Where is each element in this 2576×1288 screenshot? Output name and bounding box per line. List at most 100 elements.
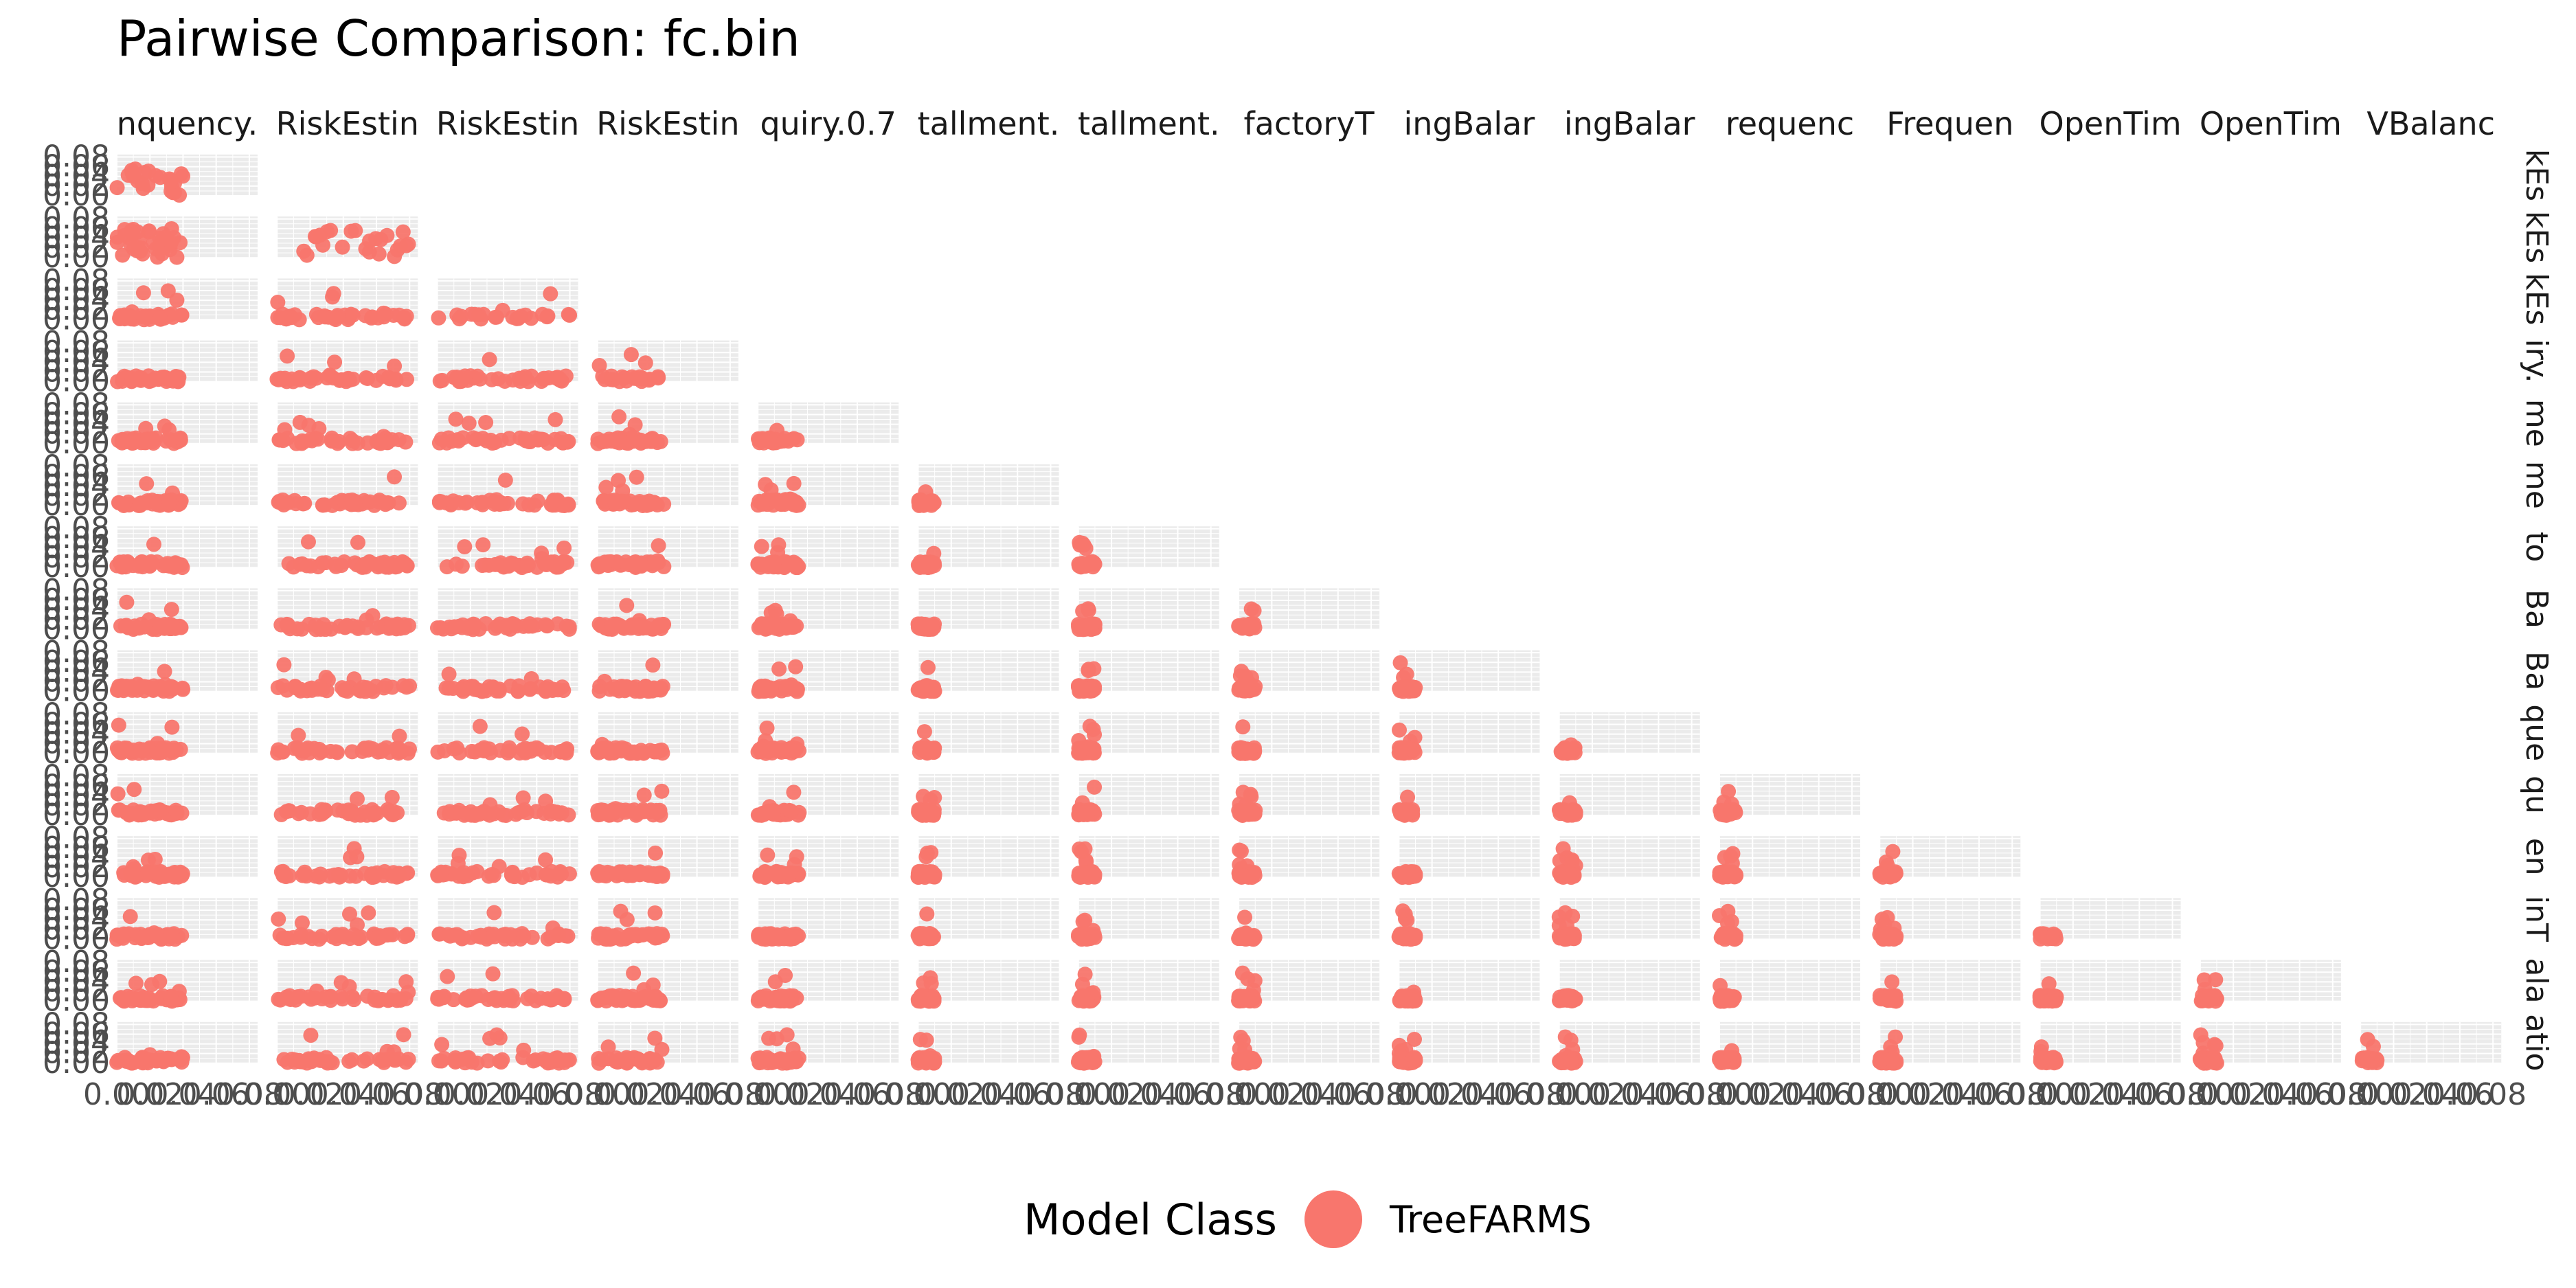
scatter-point	[490, 371, 506, 387]
scatter-point	[381, 745, 397, 760]
scatter-panel	[109, 216, 258, 265]
scatter-point	[366, 806, 382, 822]
scatter-point	[161, 495, 177, 510]
scatter-point	[279, 374, 295, 389]
scatter-panel	[1071, 526, 1219, 575]
scatter-panel	[1071, 836, 1219, 885]
row-strip-label: Ba	[2519, 651, 2554, 690]
scatter-panel	[1391, 836, 1540, 885]
scatter-panel	[436, 774, 578, 823]
y-tick-label: 0.00	[43, 302, 110, 337]
scatter-point	[330, 308, 346, 324]
scatter-panel	[431, 278, 578, 327]
row-strip-label: en	[2519, 838, 2554, 876]
scatter-point	[434, 372, 450, 388]
scatter-point	[782, 803, 798, 819]
scatter-point	[448, 411, 464, 427]
y-tick-label: 0.00	[43, 364, 110, 399]
y-tick-label: 0.08	[43, 511, 110, 546]
y-tick-label: 0.08	[43, 759, 110, 794]
scatter-panel	[431, 402, 578, 451]
scatter-point	[923, 845, 939, 861]
scatter-point	[383, 620, 399, 636]
scatter-point	[591, 683, 607, 699]
scatter-point	[399, 372, 415, 387]
y-tick-label: 0.08	[43, 201, 110, 236]
scatter-point	[916, 724, 932, 740]
scatter-point	[479, 931, 495, 947]
scatter-point	[279, 682, 295, 698]
scatter-point	[556, 743, 572, 759]
y-tick-label: 0.04	[43, 221, 110, 256]
scatter-panel	[1391, 712, 1540, 761]
scatter-point	[170, 369, 185, 385]
scatter-panel	[429, 588, 578, 637]
scatter-point	[172, 741, 188, 757]
y-tick-label: 0.06	[43, 335, 110, 370]
y-tick-label: 0.00	[43, 488, 110, 523]
scatter-panel	[270, 650, 418, 699]
scatter-point	[538, 617, 554, 633]
y-tick-label: 0.02	[43, 354, 110, 389]
scatter-point	[286, 741, 302, 756]
scatter-panel	[273, 588, 418, 637]
scatter-point	[1082, 617, 1098, 633]
scatter-point	[653, 433, 668, 449]
scatter-point	[1243, 601, 1259, 617]
scatter-point	[617, 683, 633, 699]
scatter-point	[311, 869, 327, 885]
scatter-point	[126, 221, 142, 237]
scatter-point	[165, 618, 181, 633]
scatter-point	[473, 311, 489, 327]
scatter-panel	[112, 278, 258, 328]
scatter-point	[611, 409, 627, 425]
scatter-point	[169, 292, 185, 308]
scatter-panel	[1070, 650, 1219, 699]
scatter-panel	[1392, 650, 1540, 699]
scatter-panel	[910, 588, 1059, 637]
scatter-point	[516, 928, 532, 944]
scatter-point	[547, 431, 563, 447]
scatter-point	[310, 431, 326, 447]
scatter-point	[396, 678, 411, 694]
scatter-panel	[109, 526, 258, 576]
scatter-point	[279, 804, 295, 820]
scatter-point	[518, 433, 534, 449]
scatter-point	[172, 430, 188, 446]
scatter-point	[515, 726, 530, 742]
scatter-point	[168, 802, 183, 818]
row-strip-label: kEs	[2519, 149, 2554, 201]
scatter-point	[493, 555, 508, 571]
scatter-point	[647, 905, 663, 920]
scatter-point	[152, 310, 168, 326]
scatter-point	[146, 536, 161, 552]
scatter-point	[1081, 602, 1096, 618]
scatter-point	[1718, 803, 1734, 819]
scatter-point	[786, 743, 802, 759]
scatter-point	[135, 285, 151, 301]
scatter-point	[109, 180, 125, 196]
scatter-point	[384, 432, 400, 448]
scatter-point	[387, 469, 403, 485]
scatter-point	[454, 931, 470, 947]
scatter-point	[1402, 804, 1418, 820]
scatter-point	[453, 682, 469, 698]
scatter-panel	[911, 774, 1059, 823]
scatter-point	[482, 352, 497, 368]
scatter-point	[430, 744, 446, 760]
scatter-point	[478, 415, 494, 431]
scatter-point	[343, 806, 359, 822]
scatter-point	[1563, 868, 1579, 884]
column-strip-label: ingBalar	[1564, 105, 1695, 142]
row-strip-label: ala	[2519, 958, 2554, 1004]
scatter-point	[276, 497, 292, 513]
column-strip-label: factoryT	[1244, 105, 1375, 142]
scatter-point	[310, 681, 326, 697]
scatter-point	[433, 864, 449, 880]
scatter-point	[357, 308, 373, 324]
y-tick-label: 0.08	[43, 573, 110, 608]
scatter-point	[348, 868, 364, 884]
scatter-point	[157, 229, 173, 245]
scatter-point	[456, 807, 472, 823]
scatter-point	[432, 926, 448, 942]
